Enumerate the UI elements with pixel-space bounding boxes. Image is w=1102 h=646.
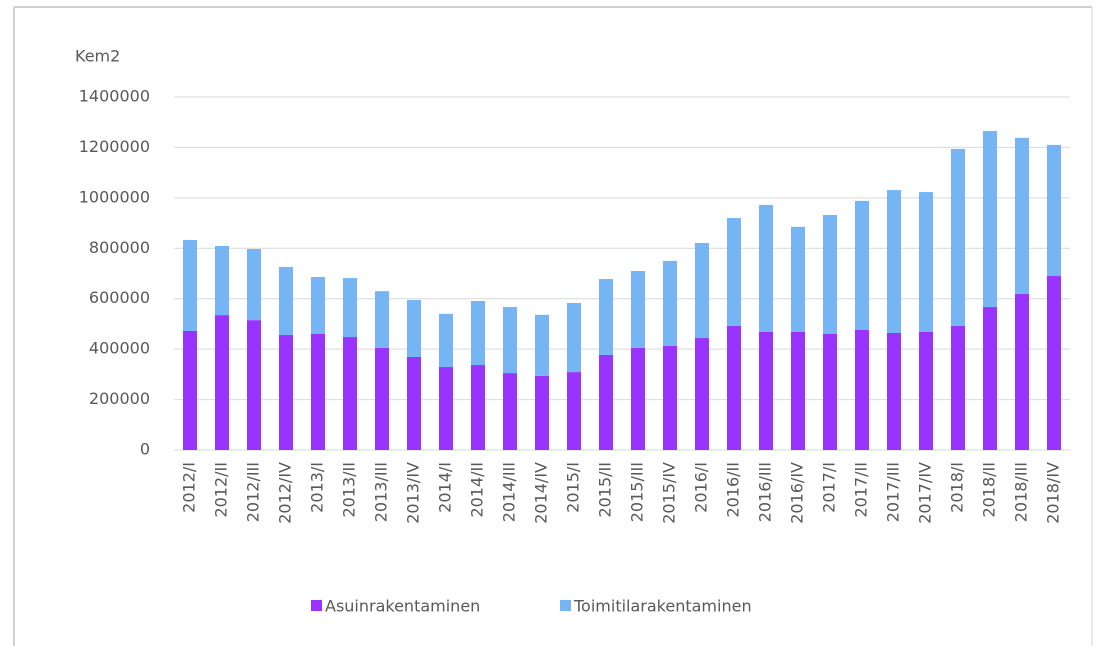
bar-segment	[599, 354, 613, 450]
x-tick-label: 2013/I	[308, 462, 327, 513]
bar-segment	[823, 334, 837, 450]
bar-segment	[919, 331, 933, 450]
bar-segment	[951, 325, 965, 450]
y-tick-label: 400000	[89, 339, 150, 358]
legend-label: Asuinrakentaminen	[325, 597, 480, 616]
bar-segment	[471, 300, 485, 366]
x-tick-label: 2013/IV	[404, 462, 423, 524]
x-tick-label: 2012/IV	[276, 462, 295, 524]
legend-swatch	[311, 600, 322, 611]
bar-segment	[791, 331, 805, 450]
bar-segment	[215, 315, 229, 450]
bar-segment	[439, 313, 453, 368]
x-tick-label: 2018/III	[1012, 462, 1031, 522]
bar-segment	[343, 278, 357, 338]
bar-segment	[631, 270, 645, 348]
y-tick-label: 1400000	[79, 87, 150, 106]
x-tick-label: 2013/III	[372, 462, 391, 522]
bar-segment	[599, 279, 613, 355]
x-tick-label: 2015/IV	[660, 462, 679, 524]
x-tick-label: 2012/II	[212, 462, 231, 518]
x-tick-label: 2018/IV	[1044, 462, 1063, 524]
bar-segment	[311, 334, 325, 450]
bar-segment	[407, 299, 421, 357]
bar-segment	[375, 291, 389, 348]
bar-segment	[503, 307, 517, 374]
bar-segment	[983, 307, 997, 450]
bar-segment	[887, 190, 901, 334]
bar-segment	[183, 239, 197, 331]
bar-segment	[727, 325, 741, 450]
x-tick-label: 2017/II	[852, 462, 871, 518]
bar-segment	[663, 345, 677, 450]
x-tick-label: 2016/III	[756, 462, 775, 522]
x-tick-label: 2016/IV	[788, 462, 807, 524]
legend-swatch	[560, 600, 571, 611]
x-tick-label: 2017/IV	[916, 462, 935, 524]
bar-segment	[695, 242, 709, 339]
x-tick-label: 2014/I	[436, 462, 455, 513]
x-tick-label: 2016/II	[724, 462, 743, 518]
bar-segment	[1015, 137, 1029, 294]
bar-segment	[759, 331, 773, 450]
bar-segment	[535, 375, 549, 450]
bar-segment	[983, 131, 997, 308]
bar-segment	[343, 337, 357, 450]
y-tick-label: 1200000	[79, 137, 150, 156]
y-tick-label: 600000	[89, 288, 150, 307]
bar-segment	[791, 226, 805, 332]
x-tick-label: 2014/III	[500, 462, 519, 522]
bar-segment	[183, 330, 197, 450]
y-axis-title: Kem2	[75, 47, 120, 66]
bar-segment	[439, 367, 453, 450]
bar-segment	[855, 200, 869, 330]
x-tick-label: 2015/II	[596, 462, 615, 518]
x-tick-label: 2012/III	[244, 462, 263, 522]
bar-segment	[279, 335, 293, 450]
x-tick-label: 2017/III	[884, 462, 903, 522]
bar-segment	[1047, 144, 1061, 277]
bar-segment	[695, 338, 709, 450]
bar-segment	[535, 314, 549, 376]
x-tick-label: 2013/II	[340, 462, 359, 518]
x-tick-label: 2018/II	[980, 462, 999, 518]
bar-segment	[1015, 293, 1029, 450]
bar-segment	[247, 249, 261, 321]
bar-segment	[823, 215, 837, 335]
y-tick-label: 0	[140, 440, 150, 459]
bar-segment	[887, 333, 901, 450]
bar-segment	[279, 266, 293, 336]
bar-segment	[503, 373, 517, 450]
bar-segment	[215, 246, 229, 316]
x-tick-label: 2017/I	[820, 462, 839, 513]
bar-segment	[951, 148, 965, 326]
bar-segment	[663, 260, 677, 346]
bar-segment	[1047, 276, 1061, 450]
y-tick-label: 200000	[89, 389, 150, 408]
bar-segment	[407, 356, 421, 450]
bar-segment	[375, 347, 389, 450]
bar-segment	[311, 277, 325, 335]
bar-segment	[759, 204, 773, 332]
x-tick-label: 2015/III	[628, 462, 647, 522]
bar-segment	[727, 218, 741, 326]
x-tick-label: 2018/I	[948, 462, 967, 513]
bar-segment	[919, 192, 933, 332]
bar-segment	[247, 320, 261, 450]
bar-segment	[631, 347, 645, 450]
y-tick-label: 800000	[89, 238, 150, 257]
x-tick-label: 2016/I	[692, 462, 711, 513]
legend-label: Toimitilarakentaminen	[573, 597, 752, 616]
x-tick-label: 2014/IV	[532, 462, 551, 524]
x-tick-label: 2015/I	[564, 462, 583, 513]
x-tick-label: 2014/II	[468, 462, 487, 518]
bar-segment	[567, 372, 581, 450]
y-tick-label: 1000000	[79, 187, 150, 206]
x-tick-label: 2012/I	[180, 462, 199, 513]
bar-segment	[471, 365, 485, 450]
bar-segment	[855, 329, 869, 450]
bar-segment	[567, 303, 581, 373]
